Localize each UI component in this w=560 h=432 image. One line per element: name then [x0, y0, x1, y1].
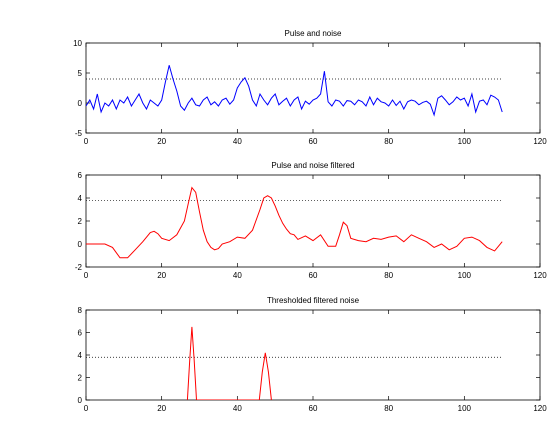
x-tick-label: 0: [84, 404, 89, 413]
y-tick-label: 2: [78, 217, 83, 226]
x-tick-label: 60: [309, 137, 318, 146]
x-tick-label: 20: [157, 137, 166, 146]
x-tick-label: 20: [157, 271, 166, 280]
y-tick-label: 6: [78, 329, 83, 338]
x-tick-label: 60: [309, 404, 318, 413]
series-line: [86, 65, 503, 117]
axes-box: [85, 42, 541, 134]
x-tick-label: 100: [458, 271, 472, 280]
y-tick-label: 6: [78, 171, 83, 180]
chart-title: Pulse and noise filtered: [271, 161, 354, 170]
y-tick-label: -2: [75, 263, 83, 272]
y-tick-label: 0: [78, 396, 83, 405]
x-tick-label: 40: [233, 404, 242, 413]
axes-box: [85, 174, 541, 268]
x-tick-label: 100: [458, 137, 472, 146]
x-tick-label: 80: [384, 404, 393, 413]
x-tick-label: 40: [233, 137, 242, 146]
x-tick-label: 20: [157, 404, 166, 413]
x-tick-label: 80: [384, 137, 393, 146]
y-tick-label: 2: [78, 374, 83, 383]
y-tick-label: 4: [78, 351, 83, 360]
series-line: [186, 326, 272, 400]
y-tick-label: 4: [78, 194, 83, 203]
y-tick-label: 5: [78, 69, 83, 78]
y-tick-label: 0: [78, 99, 83, 108]
y-tick-label: 10: [73, 39, 82, 48]
x-tick-label: 0: [84, 271, 89, 280]
x-tick-label: 100: [458, 404, 472, 413]
x-tick-label: 120: [533, 137, 547, 146]
chart-title: Pulse and noise: [285, 29, 342, 38]
x-tick-label: 0: [84, 137, 89, 146]
x-tick-label: 60: [309, 271, 318, 280]
y-tick-label: 0: [78, 240, 83, 249]
x-tick-label: 120: [533, 271, 547, 280]
y-tick-label: -5: [75, 129, 83, 138]
series-line: [86, 186, 503, 259]
x-tick-label: 40: [233, 271, 242, 280]
chart-title: Thresholded filtered noise: [267, 296, 360, 305]
x-tick-label: 80: [384, 271, 393, 280]
x-tick-label: 120: [533, 404, 547, 413]
y-tick-label: 8: [78, 306, 83, 315]
axes-box: [85, 309, 541, 401]
